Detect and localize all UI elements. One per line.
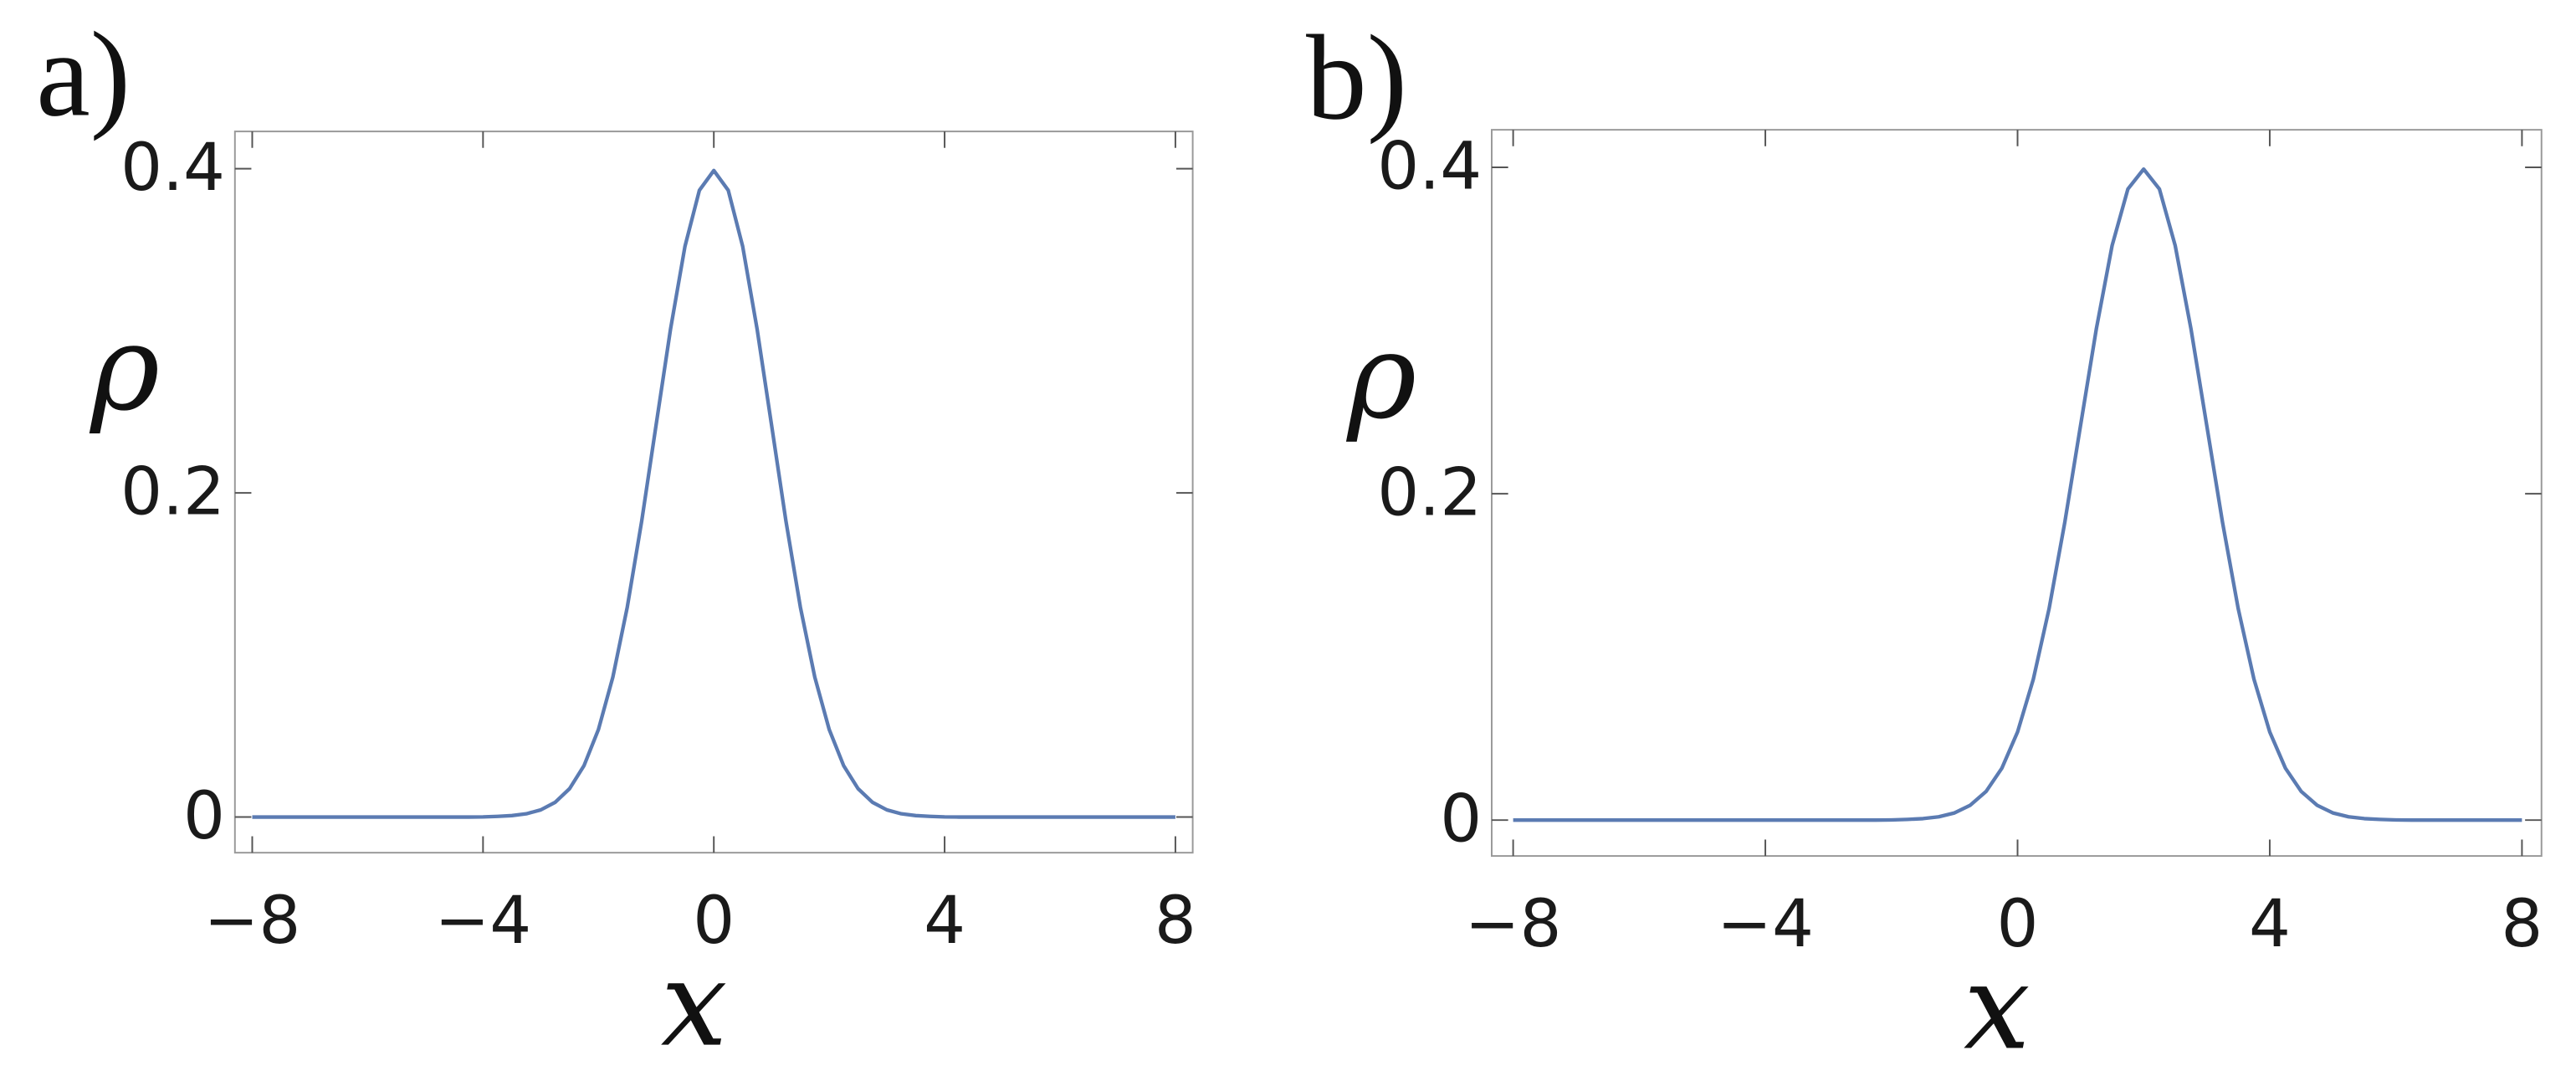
x-tick-label: −4 <box>1717 885 1814 962</box>
x-tick-label: 0 <box>693 882 735 959</box>
data-line <box>1513 166 2522 822</box>
y-tick-label: 0.4 <box>1377 127 1482 204</box>
panel-label: a) <box>36 8 131 141</box>
x-tick-label: 8 <box>2501 885 2543 962</box>
y-axis-label: ρ <box>89 300 160 438</box>
x-axis-label: x <box>661 936 728 1073</box>
x-tick-label: −8 <box>204 882 301 959</box>
x-tick-label: 8 <box>1155 882 1196 959</box>
plot-frame <box>1491 129 2543 858</box>
x-tick-label: −4 <box>434 882 531 959</box>
y-axis-label: ρ <box>1345 308 1416 445</box>
data-line <box>252 168 1175 819</box>
y-tick-label: 0.2 <box>120 453 225 530</box>
x-axis-label: x <box>1964 940 2031 1077</box>
y-tick-label: 0.4 <box>120 129 225 206</box>
y-tick-label: 0 <box>183 777 225 854</box>
panel-label: b) <box>1306 11 1407 145</box>
plot-frame <box>233 131 1194 854</box>
y-tick-label: 0 <box>1440 781 1482 858</box>
x-tick-label: −8 <box>1465 885 1562 962</box>
x-tick-label: 4 <box>2249 885 2291 962</box>
y-tick-label: 0.2 <box>1377 453 1482 530</box>
x-tick-label: 4 <box>924 882 965 959</box>
x-tick-label: 0 <box>1997 885 2039 962</box>
